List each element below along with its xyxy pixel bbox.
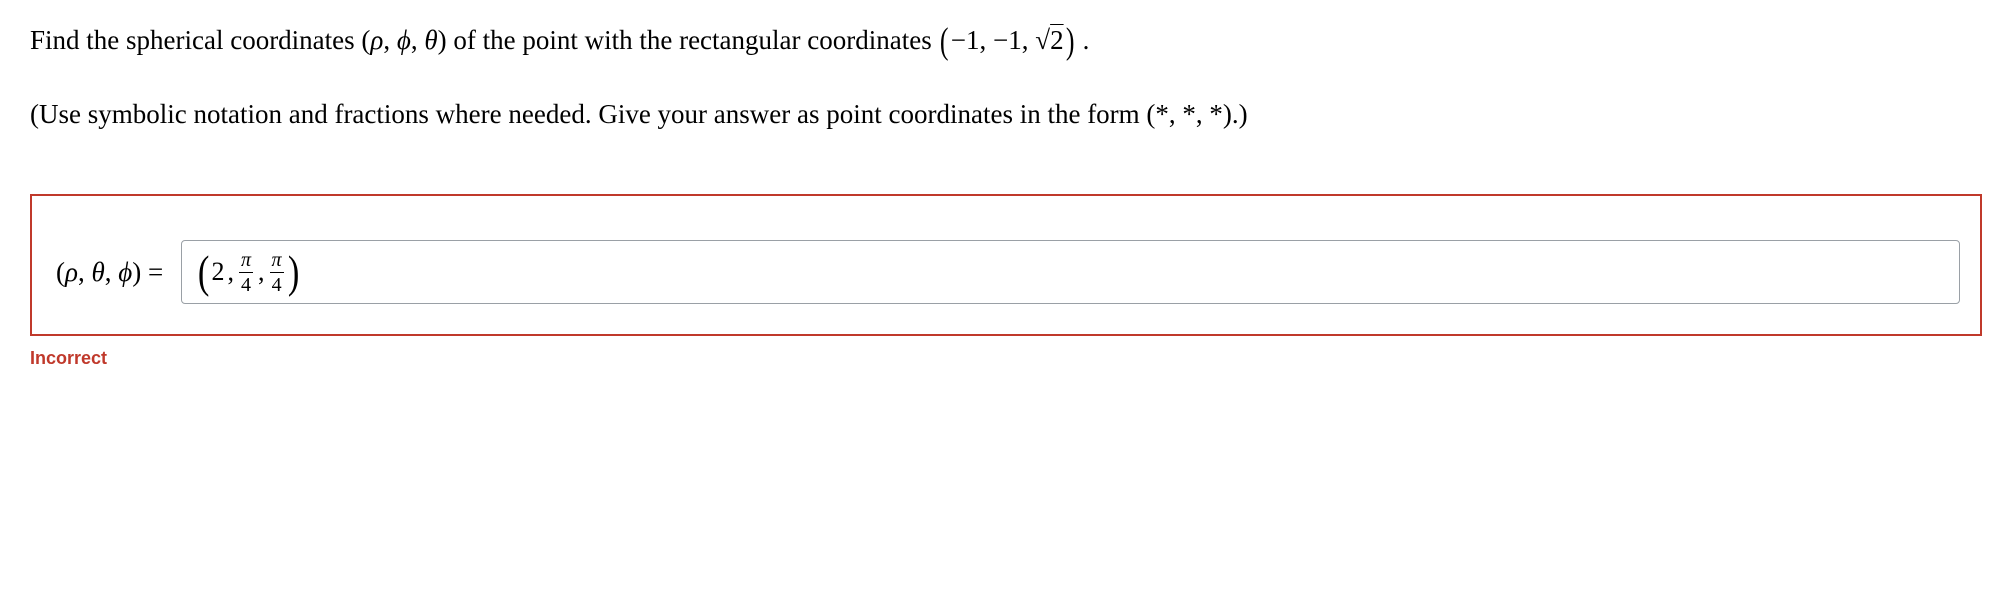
answer-label: (ρ, θ, ϕ) = xyxy=(56,257,163,288)
symbol-phi: ϕ xyxy=(397,25,411,55)
question-line-2: (Use symbolic notation and fractions whe… xyxy=(30,94,1982,135)
answer-frame: (ρ, θ, ϕ) = ( 2, π 4 , π 4 ) xyxy=(30,194,1982,336)
sqrt-arg: 2 xyxy=(1050,25,1064,55)
text-segment: ) of the point with the rectangular coor… xyxy=(438,25,939,55)
fraction-numerator: π xyxy=(239,250,253,272)
comma: , xyxy=(980,25,994,55)
text-segment: . xyxy=(1076,25,1090,55)
paren-close: ) xyxy=(287,251,298,292)
coord-y: −1 xyxy=(993,25,1022,55)
comma: , xyxy=(105,257,119,287)
symbol-rho: ρ xyxy=(65,257,78,287)
comma: , xyxy=(411,25,425,55)
coord-x: −1 xyxy=(951,25,980,55)
text-segment: Find the spherical coordinates ( xyxy=(30,25,370,55)
paren-open: ( xyxy=(940,14,949,70)
label-close: ) = xyxy=(132,257,163,287)
comma: , xyxy=(1022,25,1036,55)
paren-close: ) xyxy=(1065,14,1074,70)
feedback-text: Incorrect xyxy=(30,348,1982,369)
symbol-rho: ρ xyxy=(370,25,383,55)
fraction-2: π 4 xyxy=(270,250,284,295)
comma: , xyxy=(258,257,265,287)
comma: , xyxy=(78,257,92,287)
question-page: Find the spherical coordinates (ρ, ϕ, θ)… xyxy=(0,0,2012,399)
comma: , xyxy=(228,257,235,287)
sqrt-symbol: √ xyxy=(1035,25,1050,55)
question-line-1: Find the spherical coordinates (ρ, ϕ, θ)… xyxy=(30,14,1982,70)
symbol-theta: θ xyxy=(424,25,437,55)
answer-input[interactable]: ( 2, π 4 , π 4 ) xyxy=(181,240,1960,304)
paren-open: ( xyxy=(56,257,65,287)
fraction-denominator: 4 xyxy=(239,272,253,295)
fraction-1: π 4 xyxy=(239,250,253,295)
comma: , xyxy=(383,25,397,55)
symbol-theta: θ xyxy=(91,257,104,287)
fraction-numerator: π xyxy=(270,250,284,272)
answer-first: 2 xyxy=(212,257,225,287)
paren-open: ( xyxy=(198,251,209,292)
answer-row: (ρ, θ, ϕ) = ( 2, π 4 , π 4 ) xyxy=(32,196,1980,334)
fraction-denominator: 4 xyxy=(270,272,284,295)
symbol-phi: ϕ xyxy=(118,257,132,287)
